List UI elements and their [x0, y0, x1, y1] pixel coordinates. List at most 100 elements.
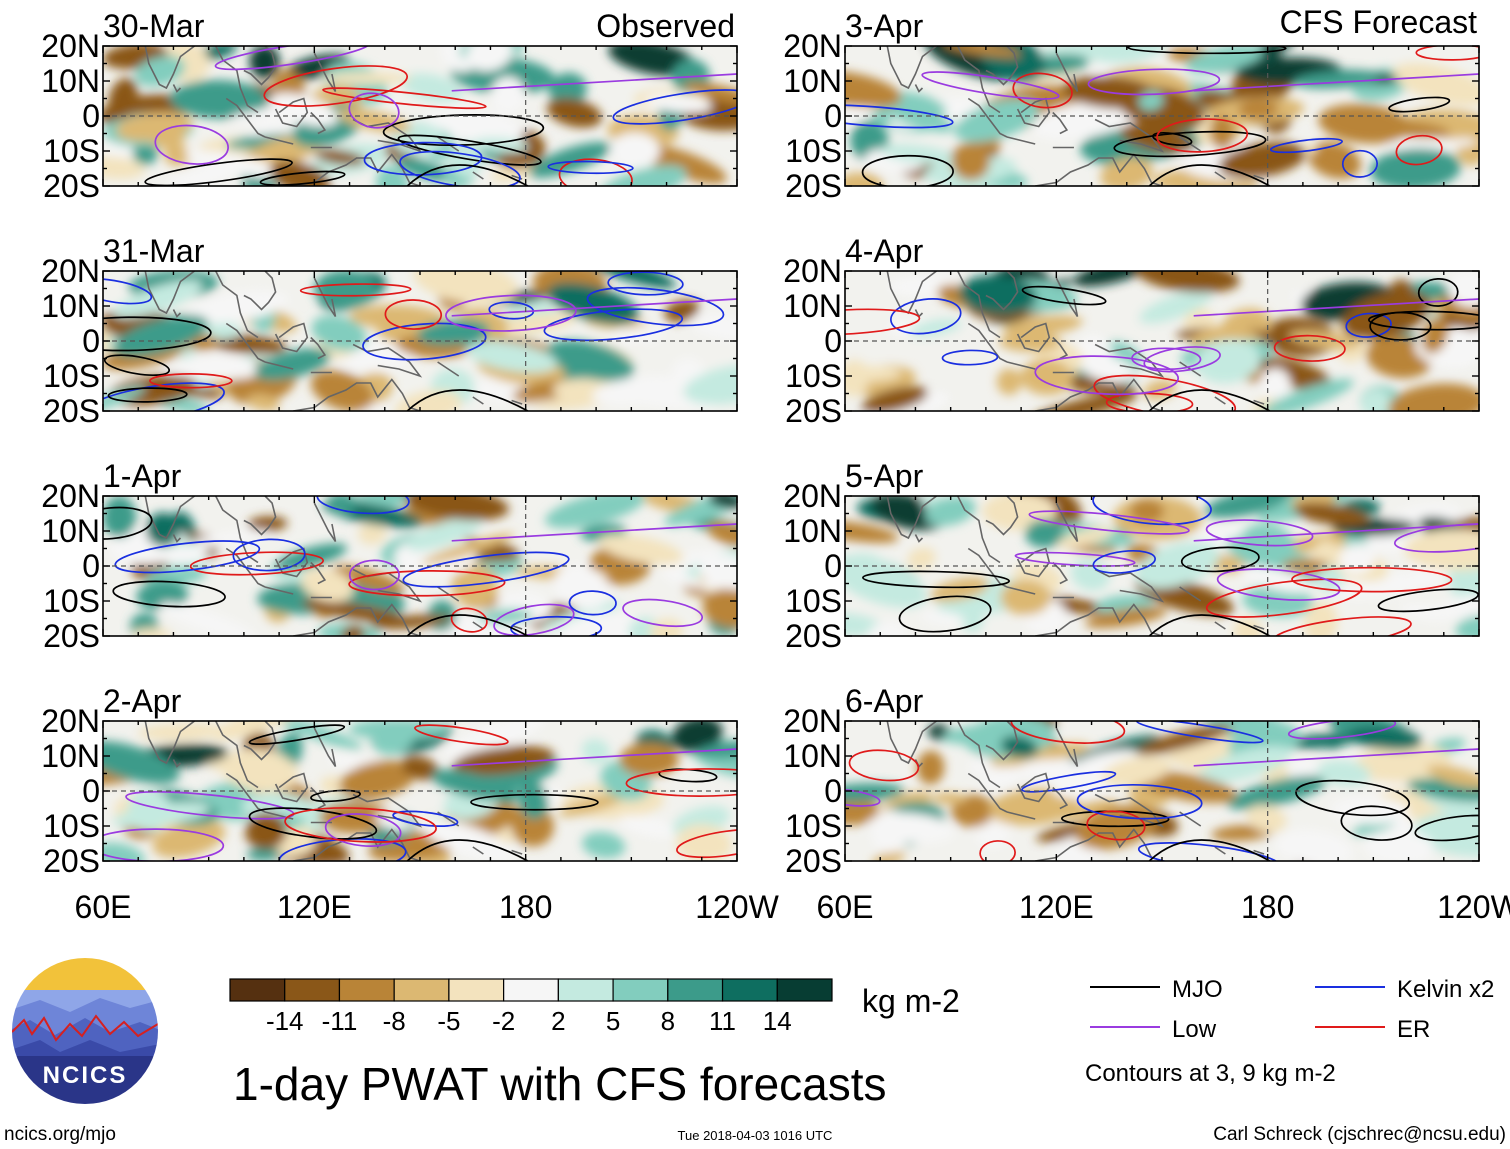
observed-label: Observed	[596, 8, 735, 44]
legend-label: ER	[1397, 1016, 1430, 1043]
axis-ticks	[102, 495, 738, 637]
y-tick-label: 20S	[43, 168, 100, 204]
y-tick-label: 20N	[783, 253, 842, 289]
author-credit: Carl Schreck (cjschrec@ncsu.edu)	[1213, 1124, 1506, 1145]
colorbar-level: 11	[709, 1006, 736, 1036]
site-link: ncics.org/mjo	[4, 1124, 116, 1145]
y-tick-label: 20N	[783, 28, 842, 64]
panel-date-label: 1-Apr	[103, 458, 182, 494]
legend: MJO Kelvin x2 Low ER	[1090, 976, 1494, 1043]
y-tick-label: 20S	[43, 843, 100, 879]
colorbar-level: 14	[763, 1006, 792, 1036]
colorbar-swatch	[393, 978, 450, 1002]
pwat-field	[845, 721, 1479, 861]
colorbar-swatch	[776, 978, 833, 1002]
axis-ticks	[844, 495, 1480, 637]
y-tick-label: 20N	[41, 28, 100, 64]
wave-contours	[103, 724, 737, 861]
y-tick-label: 20S	[785, 618, 842, 654]
wave-contours	[845, 278, 1479, 411]
legend-label: MJO	[1172, 976, 1223, 1003]
y-tick-label: 10N	[41, 738, 100, 774]
pwat-field	[845, 46, 1479, 186]
coastlines	[886, 46, 1265, 186]
axis-ticks	[844, 270, 1480, 412]
wave-contours	[845, 721, 1479, 861]
y-tick-label: 0	[82, 323, 100, 359]
pwat-field	[845, 496, 1479, 636]
y-tick-label: 20N	[783, 478, 842, 514]
y-tick-label: 0	[824, 323, 842, 359]
y-tick-label: 10N	[41, 288, 100, 324]
x-tick-label: 180	[1241, 889, 1294, 925]
x-tick-label: 120E	[1019, 889, 1094, 925]
y-tick-label: 10S	[43, 358, 100, 394]
colorbar-level: -2	[492, 1006, 515, 1036]
x-tick-label: 180	[499, 889, 552, 925]
x-tick-label: 120E	[277, 889, 352, 925]
y-tick-label: 0	[82, 548, 100, 584]
colorbar-swatch	[721, 978, 778, 1002]
logo-text: NCICS	[43, 1062, 128, 1089]
wave-contours	[103, 271, 737, 411]
axis-ticks	[102, 45, 738, 187]
y-tick-label: 20N	[41, 703, 100, 739]
colorbar-level: -5	[437, 1006, 460, 1036]
axis-ticks	[844, 720, 1480, 862]
y-tick-label: 10S	[785, 583, 842, 619]
figure-title: 1-day PWAT with CFS forecasts	[233, 1058, 887, 1110]
pwat-field	[845, 271, 1479, 411]
y-tick-label: 10N	[783, 288, 842, 324]
y-tick-label: 10N	[41, 513, 100, 549]
axis-ticks	[102, 270, 738, 412]
colorbar-swatch	[284, 978, 341, 1002]
y-tick-label: 20S	[43, 393, 100, 429]
legend-label: Kelvin x2	[1397, 976, 1494, 1003]
colorbar-level: -11	[322, 1006, 358, 1036]
forecast-label: CFS Forecast	[1280, 4, 1477, 40]
wave-contours	[103, 496, 737, 636]
pwat-field	[103, 496, 737, 636]
colorbar-swatch	[557, 978, 614, 1002]
units-label: kg m-2	[862, 983, 960, 1019]
x-tick-label: 60E	[75, 889, 132, 925]
panel-date-label: 30-Mar	[103, 8, 205, 44]
panel-date-label: 5-Apr	[845, 458, 924, 494]
x-tick-label: 60E	[817, 889, 874, 925]
colorbar-swatch	[667, 978, 724, 1002]
y-tick-label: 10S	[785, 358, 842, 394]
y-tick-label: 20S	[43, 618, 100, 654]
y-tick-label: 10N	[783, 63, 842, 99]
y-tick-label: 10S	[43, 583, 100, 619]
colorbar-level: -14	[266, 1006, 304, 1036]
colorbar-level: -8	[383, 1006, 406, 1036]
y-tick-label: 10N	[41, 63, 100, 99]
timestamp: Tue 2018-04-03 1016 UTC	[678, 1128, 833, 1143]
colorbar-swatch	[338, 978, 395, 1002]
colorbar-swatch	[503, 978, 559, 1002]
y-tick-label: 10N	[783, 738, 842, 774]
y-tick-label: 0	[824, 98, 842, 134]
coastlines	[886, 271, 1265, 411]
x-tick-label: 120W	[695, 889, 779, 925]
y-tick-label: 0	[82, 773, 100, 809]
panel-date-label: 3-Apr	[845, 8, 924, 44]
legend-label: Low	[1172, 1016, 1217, 1043]
y-tick-label: 20S	[785, 393, 842, 429]
y-tick-label: 0	[824, 773, 842, 809]
colorbar-level: 8	[661, 1006, 675, 1036]
colorbar-swatch	[612, 978, 669, 1002]
y-tick-label: 20S	[785, 843, 842, 879]
y-tick-label: 20N	[783, 703, 842, 739]
y-tick-label: 20S	[785, 168, 842, 204]
panel-date-label: 6-Apr	[845, 683, 924, 719]
colorbar-level: 2	[551, 1006, 565, 1036]
